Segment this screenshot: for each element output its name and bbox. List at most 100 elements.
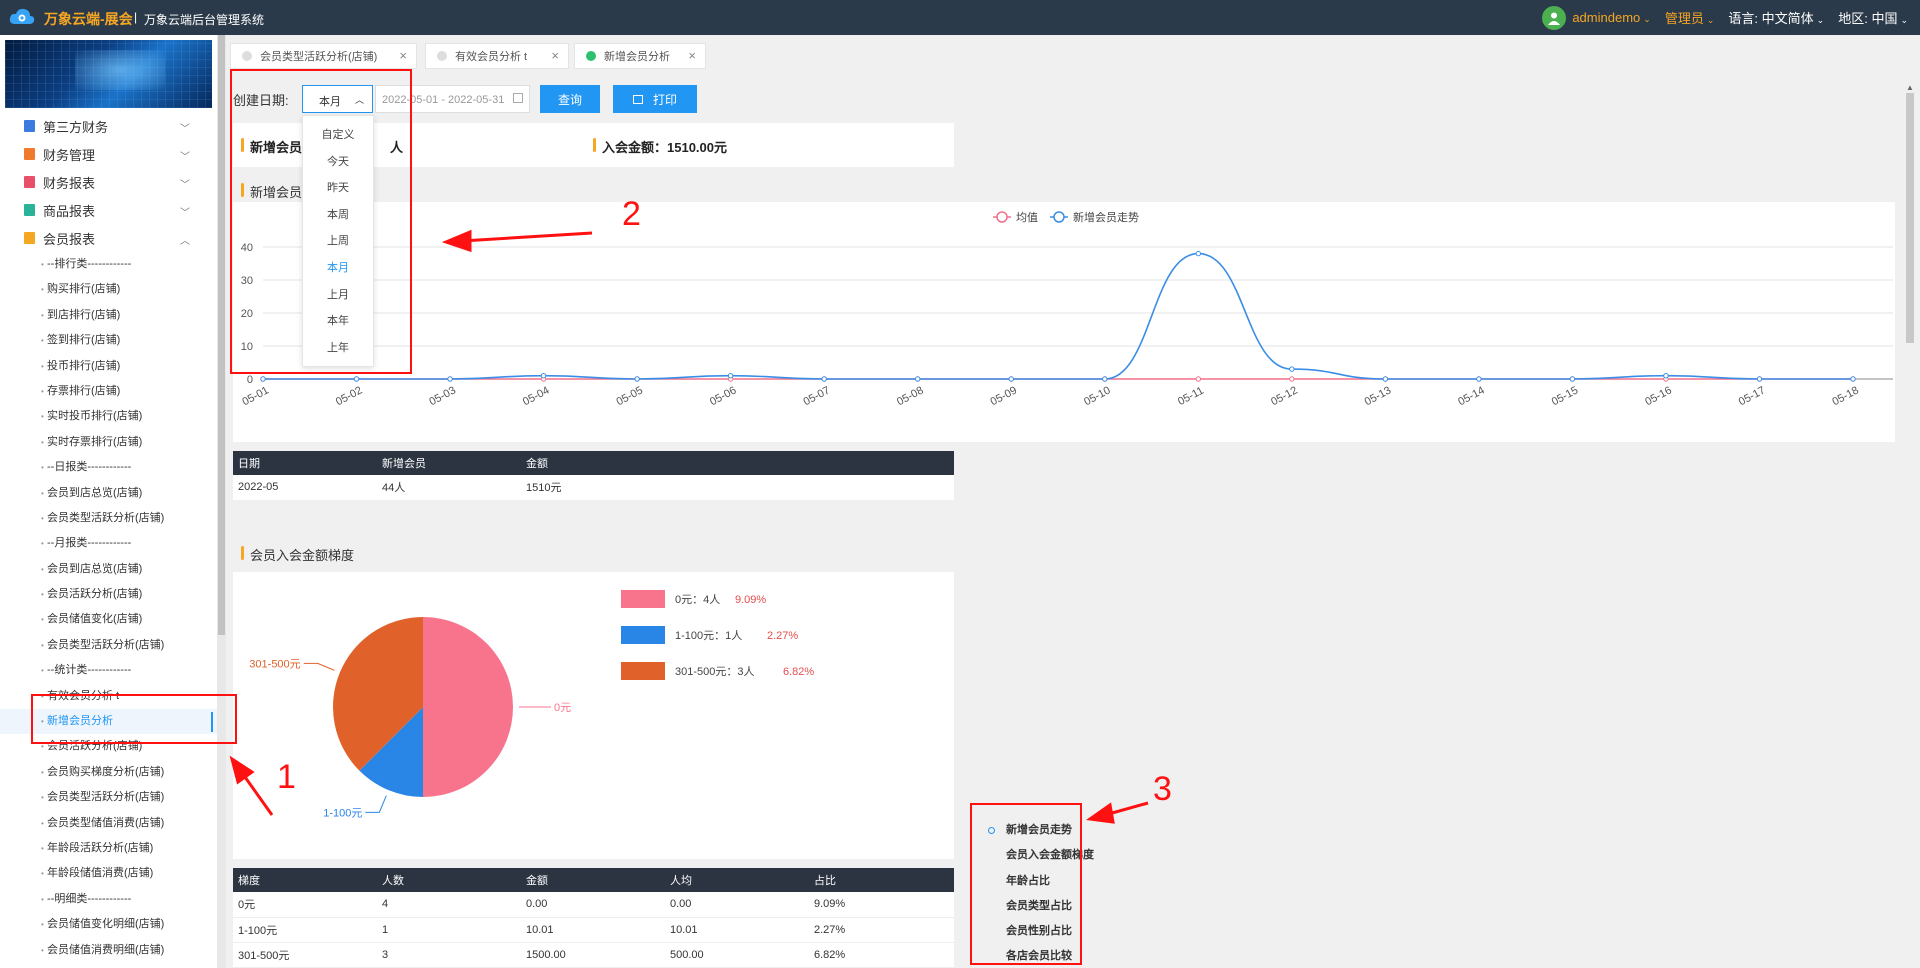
period-option[interactable]: 上年 [327, 341, 349, 354]
data-point[interactable] [727, 373, 734, 379]
period-option[interactable]: 自定义 [321, 129, 355, 141]
anchor-nav-item[interactable]: 会员入会金额梯度 [986, 843, 1096, 868]
sidebar-item[interactable]: 到店排行(店铺) [0, 303, 217, 329]
sidebar-group-3[interactable]: 商品报表 ﹀ [0, 196, 217, 224]
period-option[interactable]: 本周 [327, 208, 349, 221]
sidebar-item[interactable]: 会员储值变化(店铺) [0, 607, 217, 633]
legend-item[interactable]: 新增会员走势 [1050, 210, 1139, 224]
pie-slice[interactable] [423, 617, 513, 797]
sidebar-item[interactable]: 年龄段活跃分析(店铺) [0, 836, 217, 862]
avatar[interactable] [1542, 5, 1567, 30]
period-option[interactable]: 上月 [327, 288, 349, 301]
data-point[interactable] [1756, 376, 1763, 382]
menu-group-icon [24, 148, 35, 160]
sidebar-group-2[interactable]: 财务报表 ﹀ [0, 168, 217, 196]
data-point[interactable] [915, 376, 921, 382]
table-cell: 10.01 [665, 917, 809, 943]
sidebar-item[interactable]: 购买排行(店铺) [0, 277, 217, 303]
anchor-nav-item[interactable]: 年龄占比 [986, 869, 1096, 894]
tab-status-dot [586, 51, 596, 61]
tab-member-type-activity[interactable]: 会员类型活跃分析(店铺) × [230, 43, 417, 69]
sidebar-item[interactable]: 新增会员分析 [0, 709, 217, 735]
x-tick-label: 05-02 [334, 384, 364, 408]
sidebar-scrollbar[interactable] [217, 35, 226, 968]
role-menu[interactable]: 管理员 ⌄ [1665, 8, 1715, 27]
close-icon[interactable]: × [399, 48, 407, 63]
sidebar-item[interactable]: 会员类型活跃分析(店铺) [0, 506, 217, 532]
legend-item[interactable]: 301-500元：3人 6.82% [621, 662, 814, 680]
sidebar-item[interactable]: 会员升级历史(店铺) [0, 963, 217, 968]
data-point[interactable] [1382, 376, 1389, 382]
data-point[interactable] [1289, 366, 1295, 372]
data-point[interactable] [353, 376, 360, 382]
anchor-nav-item[interactable]: 会员性别占比 [986, 919, 1096, 944]
sidebar-item[interactable]: 实时存票排行(店铺) [0, 430, 217, 456]
sidebar-item[interactable]: 会员到店总览(店铺) [0, 557, 217, 583]
data-point[interactable] [1195, 250, 1201, 257]
sidebar-item[interactable]: 会员储值消费明细(店铺) [0, 938, 217, 964]
scroll-up-arrow-icon[interactable]: ▲ [1906, 83, 1914, 92]
data-point[interactable] [1663, 373, 1669, 379]
data-point[interactable] [447, 376, 453, 382]
sidebar-item[interactable]: 会员类型活跃分析(店铺) [0, 633, 217, 659]
sidebar-item[interactable]: 会员类型储值消费(店铺) [0, 811, 217, 837]
period-option[interactable]: 今天 [327, 155, 349, 168]
language-menu[interactable]: 语言: 中文简体 ⌄ [1728, 8, 1824, 27]
close-icon[interactable]: × [688, 48, 696, 63]
period-option[interactable]: 本月 [327, 261, 349, 274]
sidebar-item[interactable]: 会员到店总览(店铺) [0, 481, 217, 507]
sidebar-item[interactable]: 签到排行(店铺) [0, 328, 217, 354]
data-point[interactable] [1850, 376, 1856, 382]
sidebar-item[interactable]: 实时投币排行(店铺) [0, 404, 217, 430]
data-point[interactable] [1195, 376, 1201, 382]
sidebar-item[interactable]: --统计类------------ [0, 658, 217, 684]
data-point[interactable] [1569, 376, 1576, 382]
data-point[interactable] [1102, 376, 1108, 382]
sidebar-item[interactable]: 年龄段储值消费(店铺) [0, 861, 217, 887]
sidebar-item[interactable]: 存票排行(店铺) [0, 379, 217, 405]
data-point[interactable] [260, 376, 266, 382]
legend-item[interactable]: 1-100元：1人 2.27% [621, 626, 798, 644]
legend-item[interactable]: 0元：4人 9.09% [621, 590, 766, 608]
region-menu[interactable]: 地区: 中国 ⌄ [1838, 8, 1908, 27]
sidebar-group-1[interactable]: 财务管理 ﹀ [0, 140, 217, 168]
pie-slice[interactable] [333, 617, 423, 771]
sidebar-group-0[interactable]: 第三方财务 ﹀ [0, 112, 217, 140]
data-point[interactable] [1008, 376, 1014, 382]
data-point[interactable] [634, 376, 640, 382]
date-range-input[interactable]: 2022-05-01 - 2022-05-31 [375, 85, 530, 113]
period-option[interactable]: 昨天 [327, 182, 349, 195]
sidebar-item[interactable]: --排行类------------ [0, 252, 217, 278]
tab-valid-member[interactable]: 有效会员分析 t × [425, 43, 569, 69]
data-point[interactable] [1476, 376, 1482, 382]
sidebar-item[interactable]: 会员类型活跃分析(店铺) [0, 785, 217, 811]
period-option[interactable]: 本年 [327, 315, 349, 328]
anchor-nav-item[interactable]: 会员类型占比 [986, 894, 1096, 919]
query-button[interactable]: 查询 [540, 85, 600, 113]
anchor-nav-item[interactable]: 新增会员走势 [986, 818, 1096, 843]
print-button[interactable]: 打印 [613, 85, 697, 113]
sidebar-item[interactable]: 会员活跃分析(店铺) [0, 582, 217, 608]
period-option[interactable]: 上周 [327, 235, 349, 248]
sidebar-group-4[interactable]: 会员报表 ︿ [0, 224, 217, 252]
sidebar-item-label: 会员类型活跃分析(店铺) [47, 791, 165, 804]
data-point[interactable] [1289, 376, 1295, 382]
page-scrollbar[interactable]: ▲ [1904, 83, 1916, 968]
sidebar-item[interactable]: --月报类------------ [0, 531, 217, 557]
legend-item[interactable]: 均值 [993, 211, 1038, 224]
gradient-table: 梯度 人数 金额 人均 占比 0元 4 0.00 0.00 9.09% 1-10… [233, 868, 954, 968]
tab-label: 会员类型活跃分析(店铺) [260, 51, 378, 63]
close-icon[interactable]: × [551, 48, 559, 63]
data-point[interactable] [821, 376, 827, 382]
pie-slice[interactable] [359, 707, 423, 797]
sidebar-item[interactable]: --明细类------------ [0, 887, 217, 913]
sidebar-item[interactable]: 会员储值变化明细(店铺) [0, 912, 217, 938]
tab-new-member[interactable]: 新增会员分析 × [574, 43, 706, 69]
user-menu[interactable]: admindemo ⌄ [1572, 10, 1650, 25]
sidebar-item[interactable]: 投币排行(店铺) [0, 354, 217, 380]
anchor-nav-item[interactable]: 各店会员比较 [986, 944, 1096, 968]
data-point[interactable] [540, 373, 547, 379]
sidebar-item[interactable]: 会员购买梯度分析(店铺) [0, 760, 217, 786]
sidebar-item[interactable]: --日报类------------ [0, 455, 217, 481]
period-select[interactable]: 本月 ︿ [302, 85, 373, 113]
